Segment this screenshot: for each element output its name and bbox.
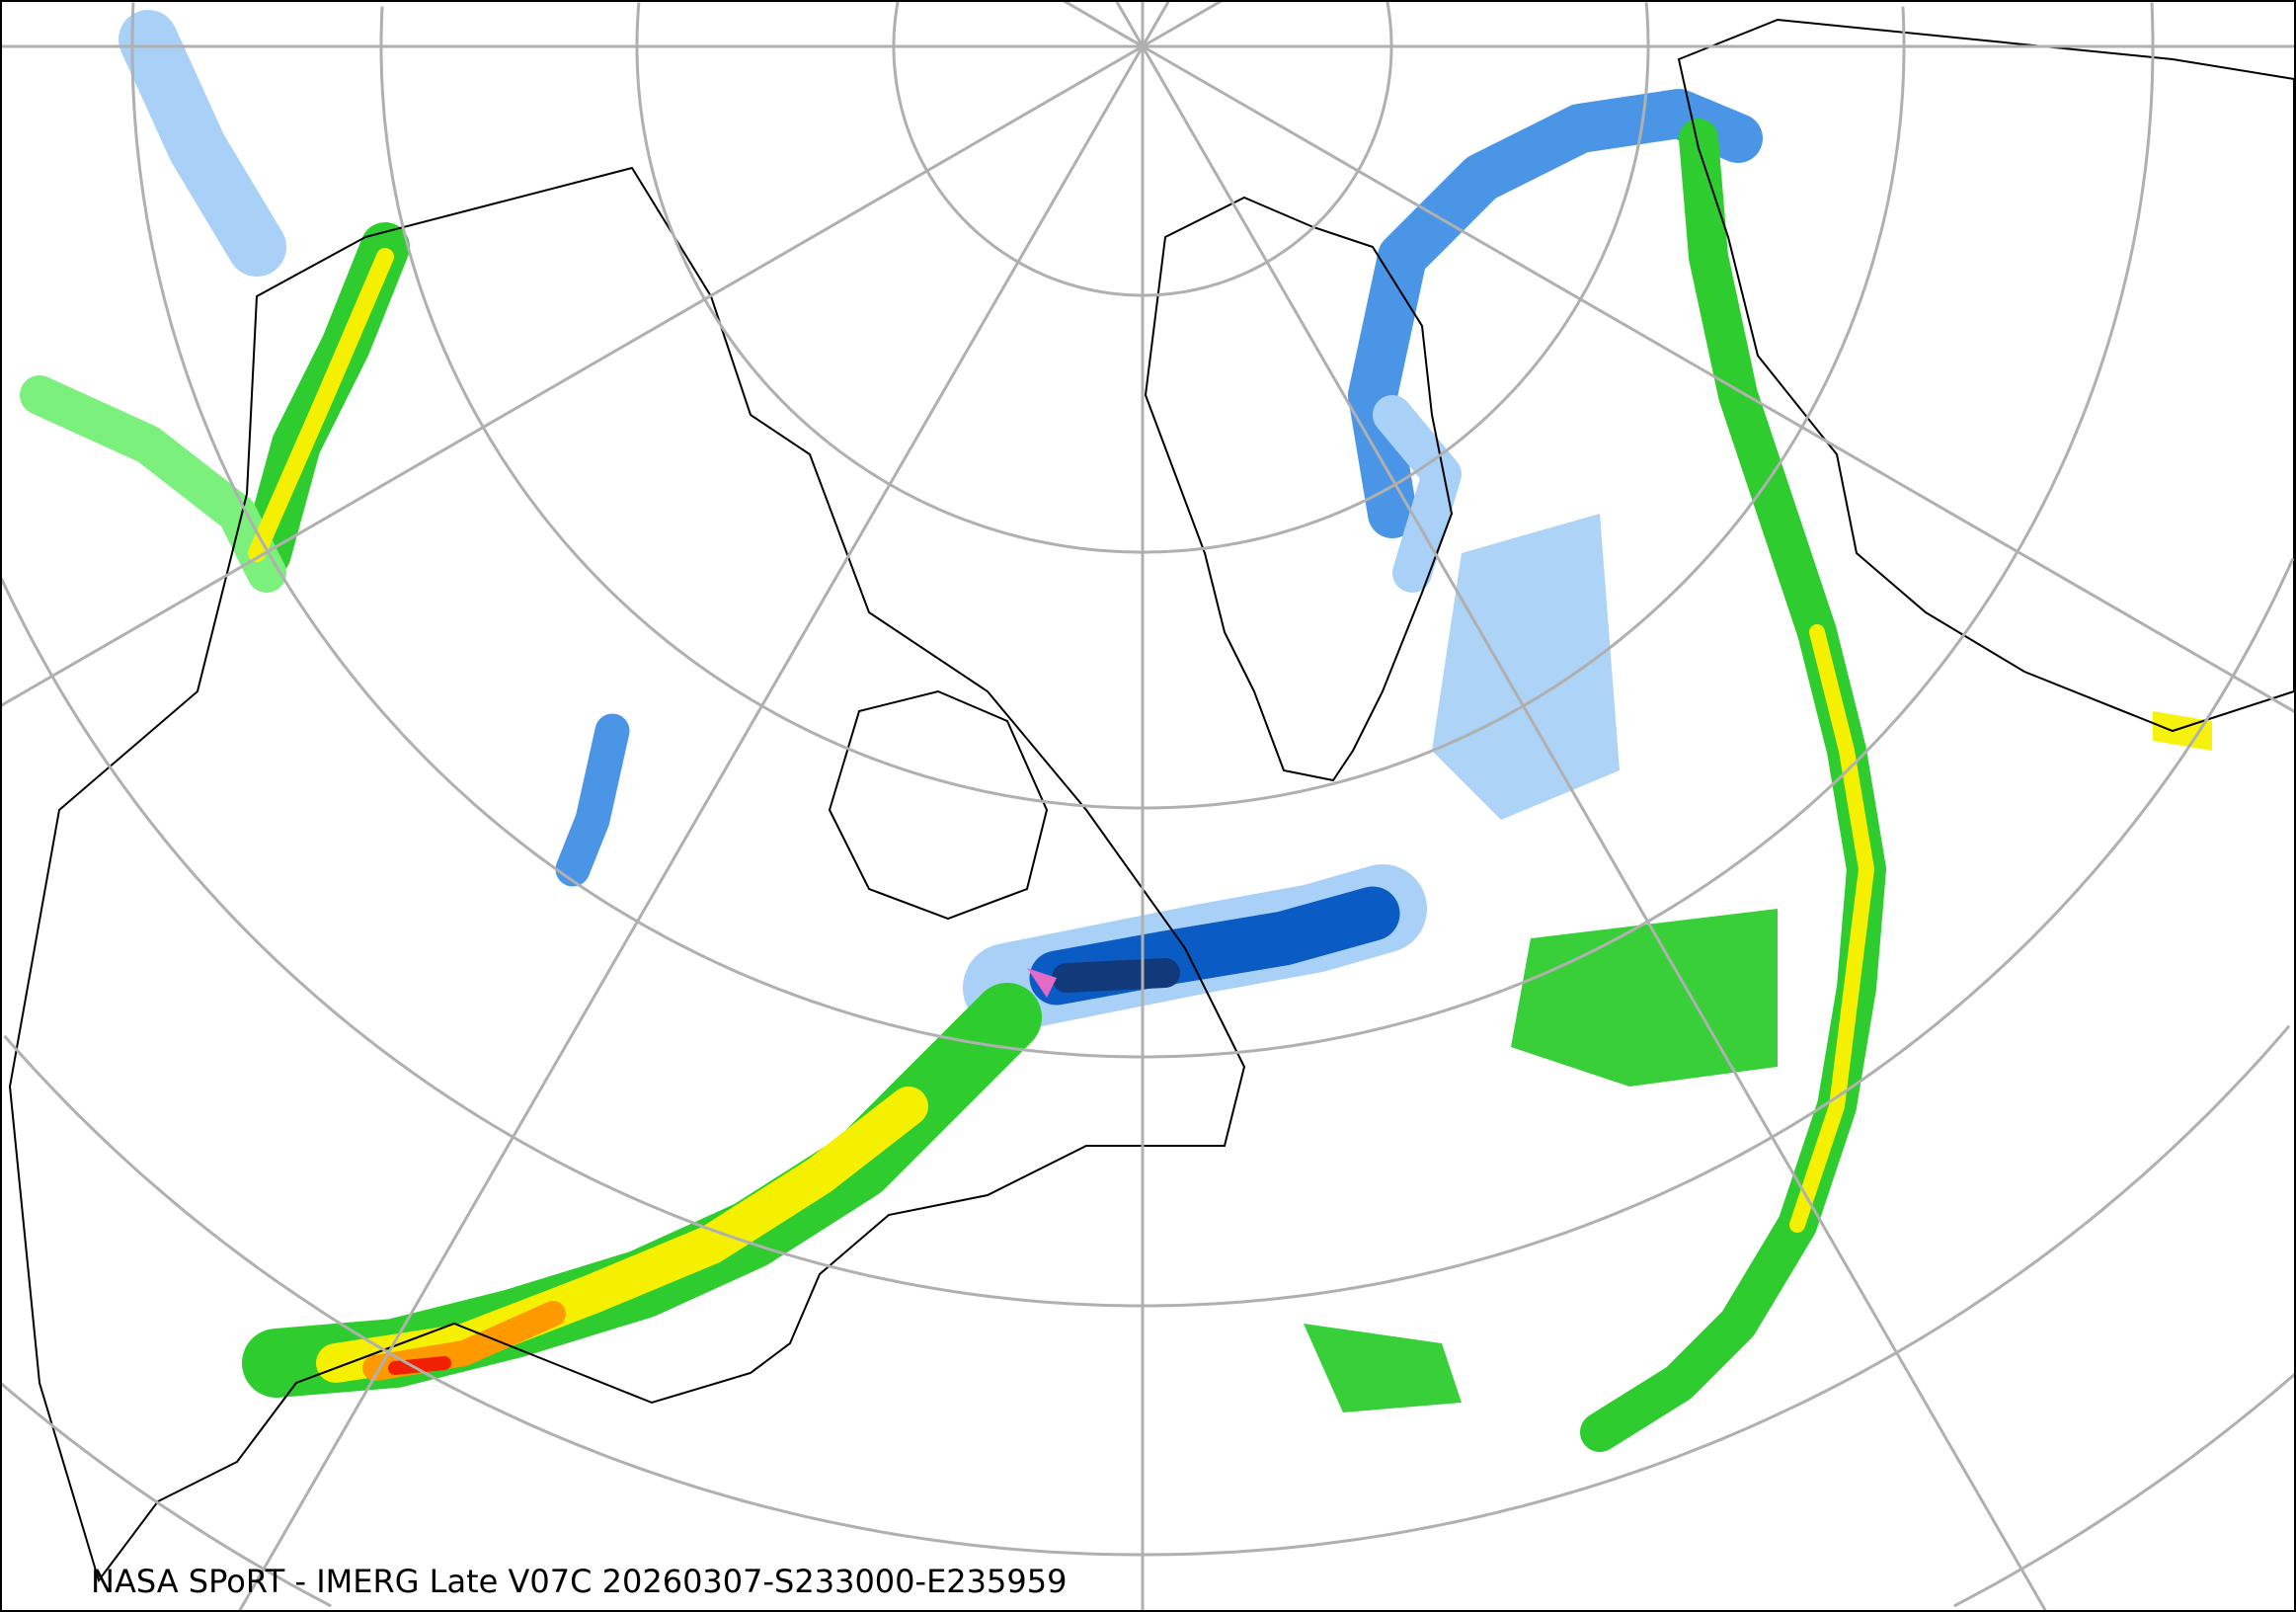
europe-coastline	[1677, 18, 2295, 733]
precip-area-central-atlantic	[1304, 1324, 1462, 1412]
latitude-circle	[1142, 1024, 2291, 1557]
precip-area-north-atlantic	[1511, 909, 1778, 1087]
precip-band-labrador-heavy	[1052, 958, 1180, 993]
meridian-line	[1141, 45, 2048, 1612]
meridian-line	[1114, 0, 1145, 47]
precip-band-west-coast-core	[248, 248, 394, 562]
latitude-circle	[3, 1034, 1144, 1557]
meridian-line	[1142, 44, 2296, 714]
precip-area-iceland	[1432, 514, 1620, 820]
latitude-circle	[1143, 0, 1393, 297]
latitude-circle	[1953, 1372, 2296, 1608]
latitude-circle	[892, 0, 1143, 297]
precip-cell-europe	[2153, 711, 2212, 751]
meridian-line	[1142, 0, 1225, 48]
precip-band-atlantic-front-core	[1789, 624, 1874, 1233]
precip-band-greenland	[1373, 395, 1462, 593]
greenland-coastline	[1144, 196, 1454, 782]
latitude-circle	[635, 2, 1143, 554]
meridian-line	[0, 44, 1144, 708]
latitude-circle	[1143, 2, 2155, 1059]
meridian-line	[237, 45, 1145, 1612]
latitude-circle	[0, 578, 1143, 1308]
precip-band-prairie	[555, 713, 630, 887]
precip-pink-cell	[1027, 968, 1057, 998]
latitude-circle	[0, 1382, 332, 1608]
latitude-circle	[1143, 557, 2295, 1308]
latitude-circle	[130, 2, 1143, 1059]
hudson-bay-coastline	[828, 689, 1049, 921]
precip-band-arctic	[1348, 89, 1763, 538]
north-america-coastline	[8, 166, 1246, 1583]
latitude-circle	[1143, 2, 1650, 554]
latitude-circle	[379, 6, 1143, 810]
precipitation-layer	[20, 10, 2212, 1452]
precip-band-eastern-us-core	[388, 1356, 451, 1375]
map-caption: NASA SPoRT - IMERG Late V07C 20260307-S2…	[91, 1563, 1068, 1600]
precip-band-alaska	[119, 10, 286, 277]
meridian-line	[1141, 0, 1171, 47]
latitude-circle	[1143, 6, 1906, 810]
meridian-line	[1061, 0, 1144, 48]
precip-band-eastern-us	[242, 983, 1042, 1398]
